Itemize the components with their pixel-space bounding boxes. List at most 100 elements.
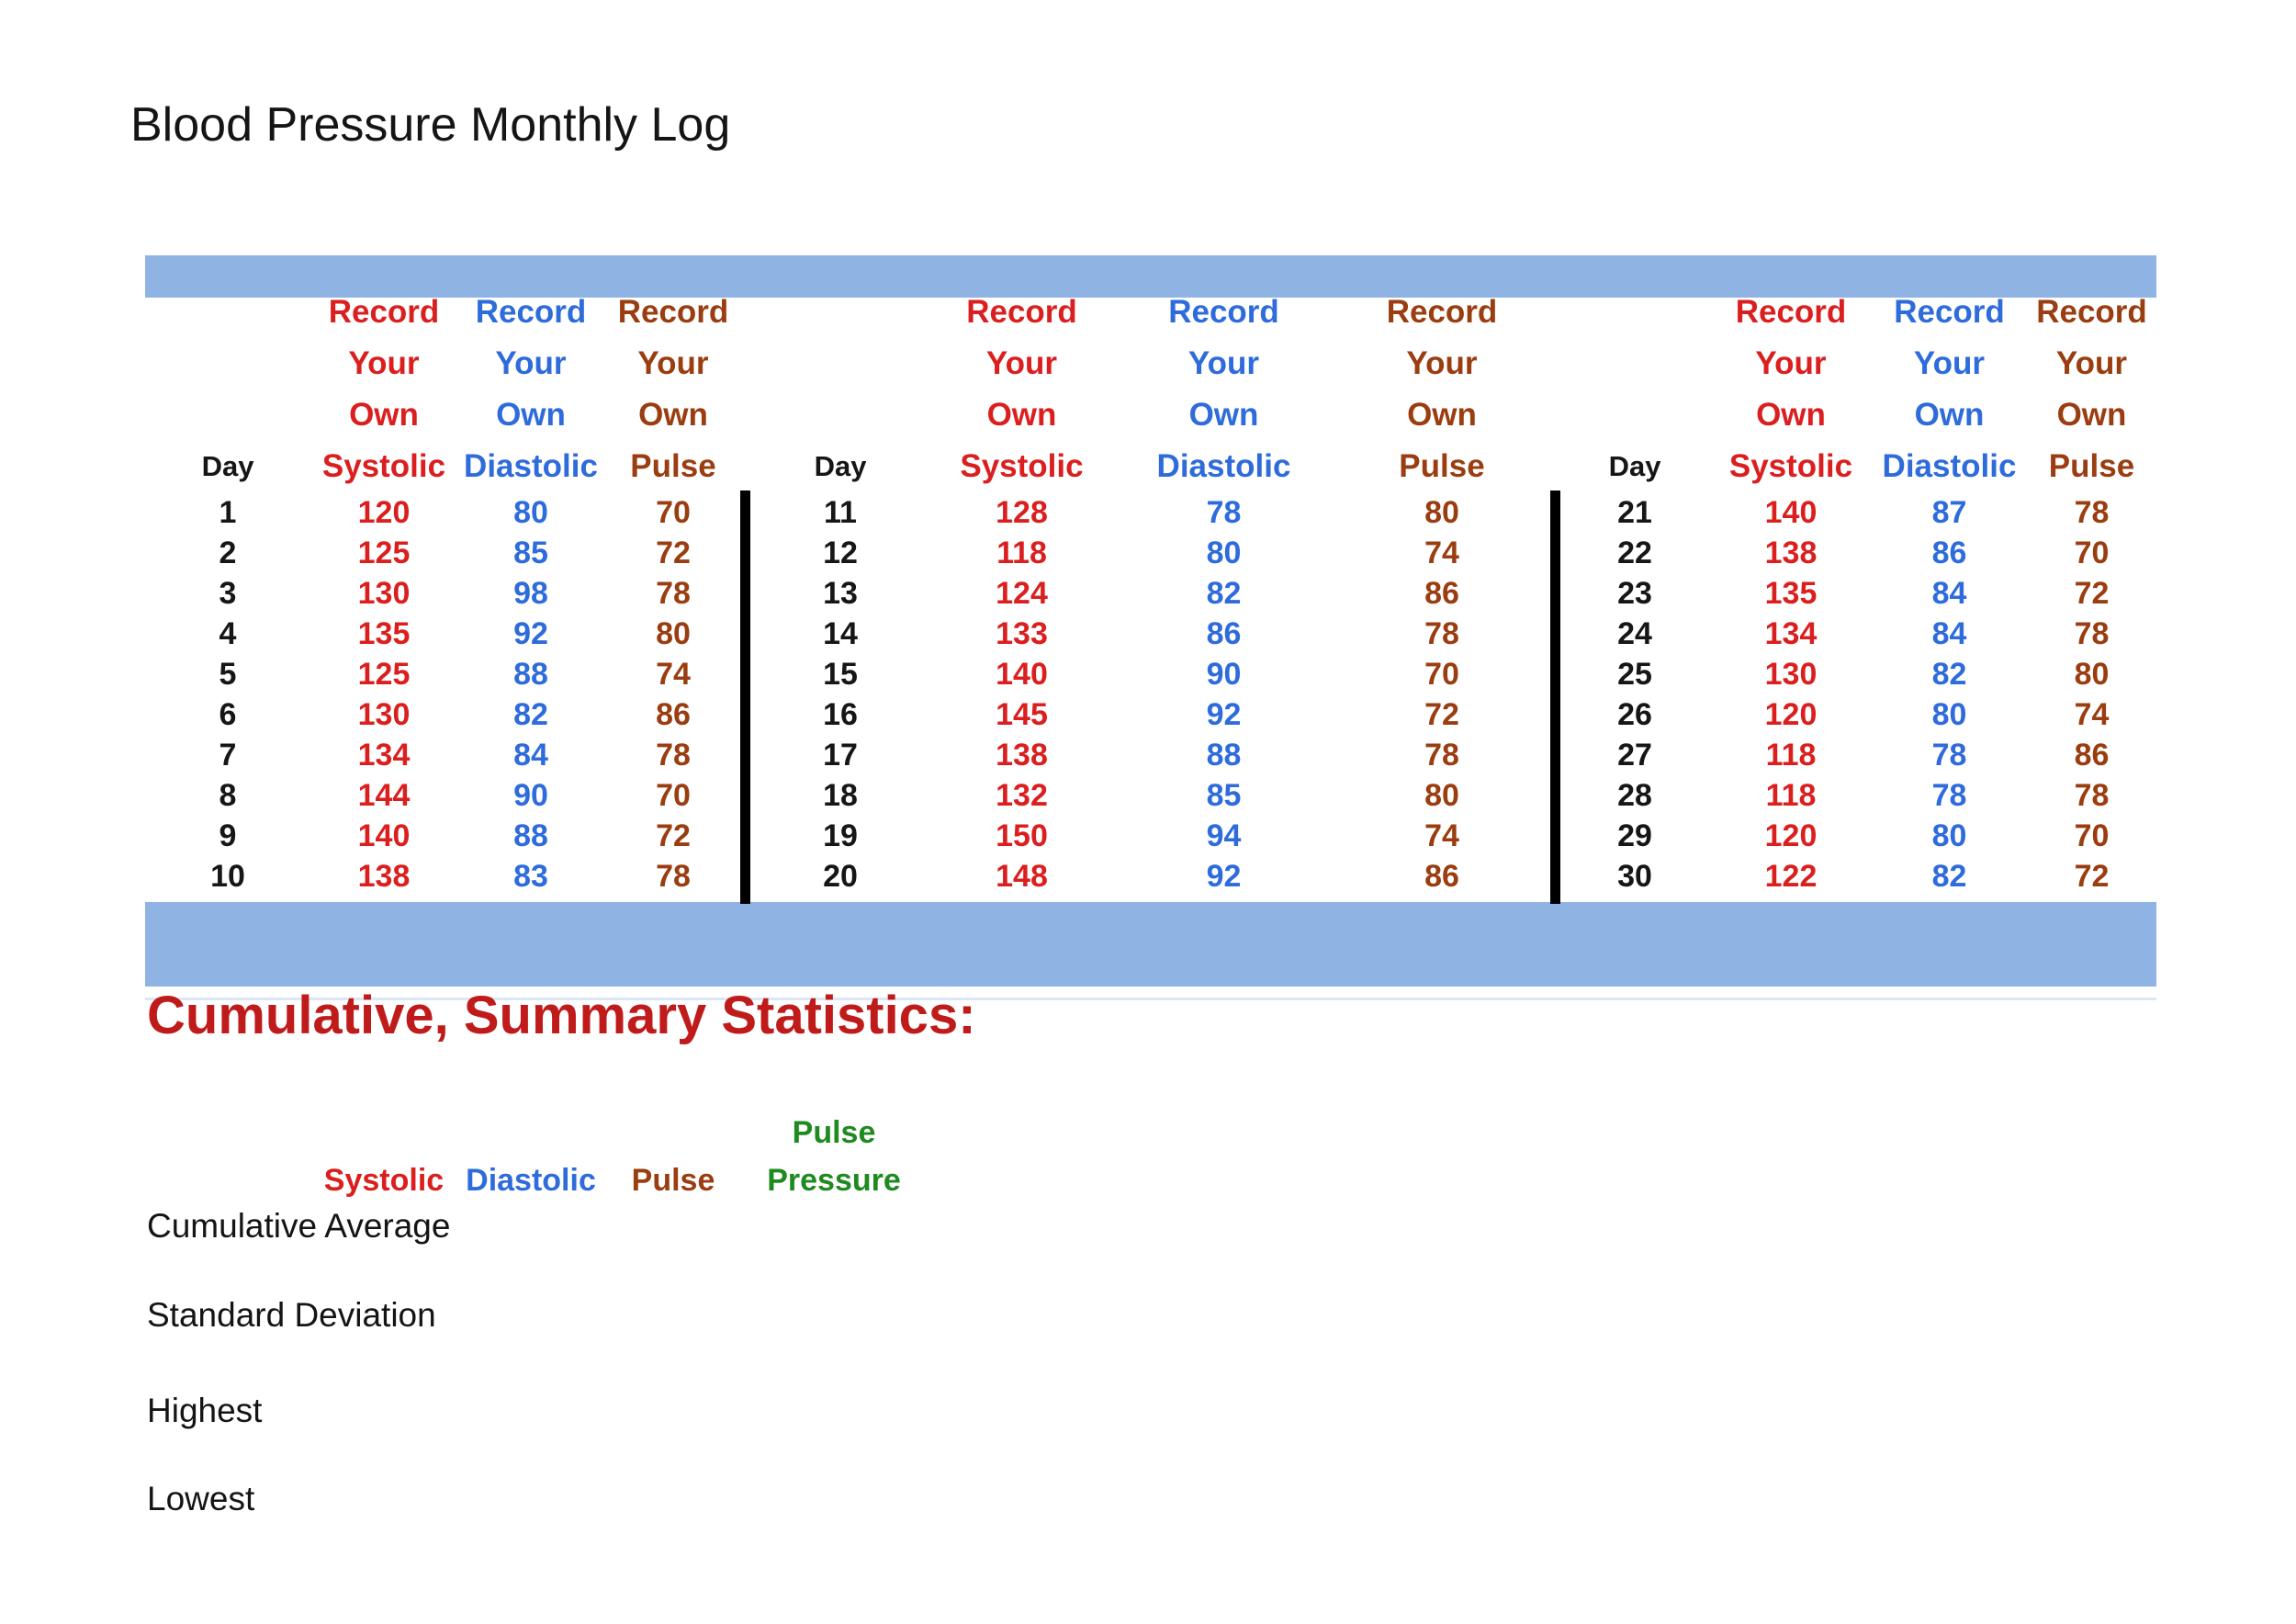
log-table-group-1: Day Record Your Own Systolic Record Your Own D…: [145, 287, 742, 897]
day-cell: 23: [1617, 576, 1652, 611]
pulse-cell: 78: [2074, 778, 2110, 813]
day-cell: 19: [823, 818, 858, 853]
banner-underline: [145, 998, 2156, 1000]
systolic-cell: 120: [1764, 697, 1818, 732]
pulse-column-header: Record Your Own Pulse: [617, 294, 729, 484]
pulse-cell: 74: [1424, 536, 1459, 570]
systolic-cell: 124: [996, 576, 1048, 611]
systolic-column-header: Record Your Own Systolic: [1728, 294, 1853, 484]
systolic-cell: 148: [996, 859, 1048, 894]
log-table-group-2: Day Record Your Own Systolic Record Your Own D…: [753, 287, 1552, 897]
pulse-cell: 74: [1424, 818, 1459, 853]
diastolic-cell: 80: [513, 495, 548, 530]
diastolic-cell: 87: [1931, 495, 1967, 530]
pulse-cell: 78: [656, 738, 691, 773]
systolic-cell: 138: [357, 859, 411, 894]
diastolic-cell: 85: [1206, 778, 1242, 813]
pulse-cell: 70: [656, 495, 691, 530]
pulse-cell: 72: [2074, 576, 2110, 611]
summary-row-standard-deviation: Standard Deviation: [147, 1296, 436, 1334]
systolic-cell: 125: [357, 657, 411, 692]
top-banner: [145, 255, 2156, 298]
pulse-cell: 72: [1424, 697, 1459, 732]
day-cell: 17: [823, 738, 858, 773]
diastolic-cell: 94: [1206, 818, 1242, 853]
diastolic-cell: 78: [1206, 495, 1242, 530]
summary-spacer: [145, 1109, 310, 1204]
page-title: Blood Pressure Monthly Log: [130, 98, 731, 152]
summary-row-highest: Highest: [147, 1392, 263, 1429]
diastolic-cell: 80: [1931, 818, 1967, 853]
day-column-header: Day: [814, 450, 867, 482]
systolic-cell: 130: [357, 576, 411, 611]
pulse-cell: 86: [2074, 738, 2110, 773]
summary-col-pulse-pressure: Pulse Pressure: [767, 1115, 901, 1198]
day-cell: 10: [210, 859, 245, 894]
day-cell: 18: [823, 778, 858, 813]
systolic-column-header: Record Your Own Systolic: [960, 294, 1084, 484]
systolic-cell: 140: [996, 657, 1048, 692]
diastolic-cell: 90: [513, 778, 548, 813]
group-body: 21 140 87 78 22 138 86 70 23 135 84 72 24 134 84 78 …: [1561, 492, 2158, 897]
pulse-cell: 80: [656, 616, 691, 651]
systolic-cell: 140: [357, 818, 411, 853]
diastolic-cell: 85: [513, 536, 548, 570]
day-cell: 29: [1617, 818, 1652, 853]
systolic-cell: 118: [1765, 778, 1817, 813]
pulse-cell: 78: [1424, 738, 1459, 773]
diastolic-column-header: Record Your Own Diastolic: [464, 294, 598, 484]
systolic-cell: 118: [1765, 738, 1817, 773]
day-column-header: Day: [1608, 450, 1661, 482]
summary-col-systolic: Systolic: [323, 1163, 445, 1198]
pulse-cell: 78: [656, 859, 691, 894]
pulse-cell: 70: [656, 778, 691, 813]
log-table-group-3: Day Record Your Own Systolic Record Your Own D…: [1561, 287, 2158, 897]
diastolic-cell: 82: [1931, 859, 1967, 894]
summary-col-pulse: Pulse: [631, 1163, 715, 1198]
day-cell: 20: [823, 859, 858, 894]
systolic-cell: 135: [1764, 576, 1818, 611]
diastolic-cell: 80: [1931, 697, 1967, 732]
summary-heading: Cumulative, Summary Statistics:: [147, 986, 976, 1045]
pulse-cell: 72: [656, 536, 691, 570]
systolic-cell: 130: [1764, 657, 1818, 692]
systolic-cell: 132: [996, 778, 1048, 813]
diastolic-cell: 82: [1206, 576, 1242, 611]
diastolic-cell: 84: [513, 738, 548, 773]
systolic-cell: 138: [1764, 536, 1818, 570]
pulse-column-header: Record Your Own Pulse: [1386, 294, 1498, 484]
day-cell: 30: [1617, 859, 1652, 894]
day-cell: 28: [1617, 778, 1652, 813]
pulse-cell: 78: [2074, 495, 2110, 530]
pulse-cell: 86: [1424, 859, 1459, 894]
day-column-header: Day: [201, 450, 254, 482]
pulse-cell: 86: [656, 697, 691, 732]
day-cell: 13: [823, 576, 858, 611]
group-divider: [740, 491, 750, 904]
pulse-cell: 74: [656, 657, 691, 692]
pulse-cell: 86: [1424, 576, 1459, 611]
diastolic-cell: 98: [513, 576, 548, 611]
diastolic-cell: 88: [513, 657, 548, 692]
day-cell: 15: [823, 657, 858, 692]
day-cell: 5: [219, 657, 237, 692]
day-cell: 2: [219, 536, 237, 570]
systolic-cell: 134: [1764, 616, 1818, 651]
diastolic-column-header: Record Your Own Diastolic: [1882, 294, 2017, 484]
diastolic-cell: 86: [1931, 536, 1967, 570]
bottom-banner: [145, 902, 2156, 987]
systolic-cell: 120: [357, 495, 411, 530]
day-cell: 16: [823, 697, 858, 732]
pulse-cell: 72: [2074, 859, 2110, 894]
pulse-cell: 80: [1424, 495, 1459, 530]
day-cell: 25: [1617, 657, 1652, 692]
day-cell: 1: [219, 495, 237, 530]
systolic-column-header: Record Your Own Systolic: [321, 294, 446, 484]
summary-row-lowest: Lowest: [147, 1480, 255, 1517]
pulse-cell: 70: [2074, 536, 2110, 570]
systolic-cell: 130: [357, 697, 411, 732]
day-cell: 26: [1617, 697, 1652, 732]
diastolic-cell: 92: [513, 616, 548, 651]
day-cell: 24: [1617, 616, 1652, 651]
diastolic-cell: 84: [1931, 616, 1967, 651]
